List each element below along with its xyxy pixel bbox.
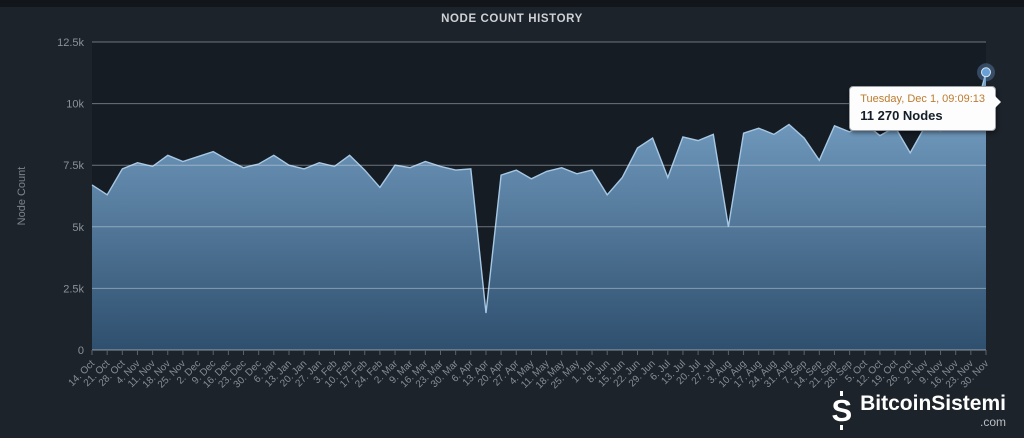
area-fill — [92, 72, 986, 351]
y-tick-label: 0 — [78, 345, 84, 357]
tooltip: Tuesday, Dec 1, 09:09:13 11 270 Nodes — [849, 86, 1001, 131]
data-point-marker[interactable] — [981, 67, 991, 78]
hover-marker[interactable] — [977, 63, 995, 82]
y-tick-label: 5k — [72, 222, 84, 234]
chart-title: NODE COUNT HISTORY — [441, 13, 583, 25]
area-series — [91, 72, 987, 351]
y-tick-label: 12.5k — [57, 37, 84, 49]
series-line — [91, 72, 987, 314]
y-tick-label: 10k — [66, 99, 84, 111]
watermark: S BitcoinSistemi .com — [829, 391, 1006, 430]
tooltip-value: 11 270 Nodes — [860, 108, 943, 123]
top-strip — [0, 0, 1024, 7]
bitcoin-s-icon: S — [831, 391, 853, 430]
y-tick-label: 7.5k — [63, 160, 84, 172]
gridlines — [92, 41, 986, 351]
watermark-tld: .com — [979, 415, 1006, 430]
tooltip-date: Tuesday, Dec 1, 09:09:13 — [860, 93, 985, 105]
watermark-name: BitcoinSistemi — [860, 391, 1006, 415]
y-axis: 0 2.5k 5k 7.5k 10k 12.5k — [57, 37, 84, 357]
y-tick-label: 2.5k — [63, 283, 84, 295]
